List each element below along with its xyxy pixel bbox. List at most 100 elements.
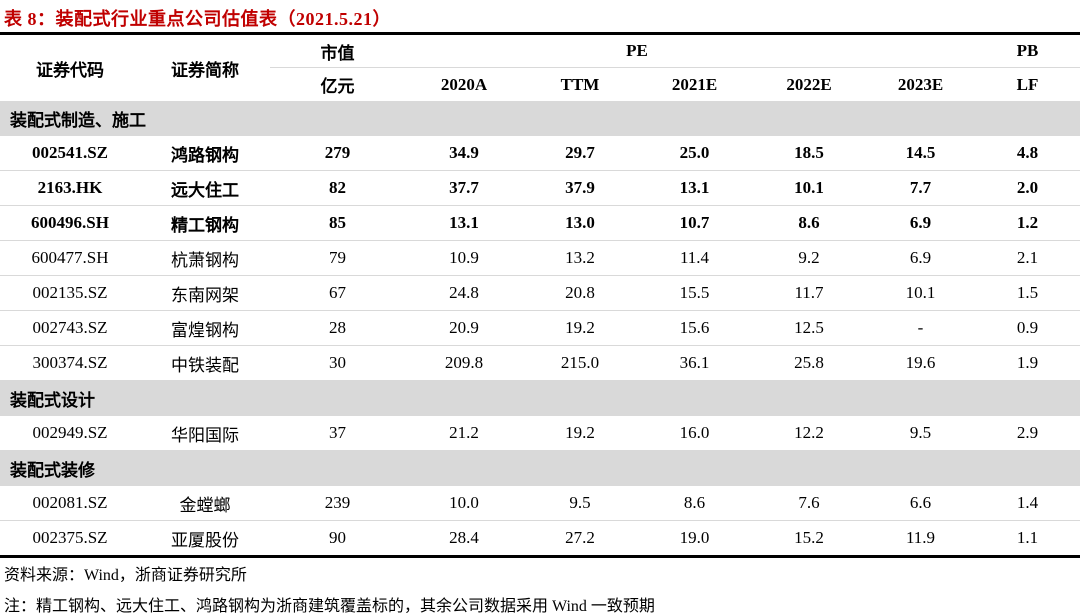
cell-value: 239: [270, 486, 405, 521]
cell-value: 15.2: [794, 528, 824, 547]
cell-value: 79: [270, 240, 405, 276]
cell-value: 12.2: [752, 416, 866, 451]
table-row: 2163.HK 远大住工 82 37.7 37.9 13.1 10.1 7.7 2.0: [0, 170, 1080, 206]
cell-value: 29.7: [523, 136, 637, 171]
cell-security-name: 精工钢构: [140, 205, 270, 241]
col-header-2023e: 2023E: [897, 74, 944, 94]
cell-value: 10.1: [752, 170, 866, 206]
section-header-row: 装配式装修: [0, 450, 1080, 486]
cell-value: 15.5: [637, 275, 752, 311]
cell-value: 12.5: [752, 310, 866, 346]
cell-value: 30: [270, 345, 405, 381]
cell-value: 37.9: [523, 170, 637, 206]
table-row: 002541.SZ 鸿路钢构 279 34.9 29.7 25.0 18.5 14.5 4.8: [0, 136, 1080, 171]
cell-value: 28: [270, 310, 405, 346]
cell-value: 7.7: [866, 170, 975, 206]
cell-value: 21.2: [405, 416, 523, 451]
cell-value: 25.0: [637, 136, 752, 171]
cell-security-name: 金螳螂: [140, 486, 270, 521]
col-header-lf: LF: [1016, 74, 1039, 94]
cell-value: 6.9: [866, 240, 975, 276]
cell-value: 34.9: [405, 136, 523, 171]
source-note: 资料来源：Wind，浙商证券研究所: [4, 567, 247, 584]
cell-value: 14.5: [866, 136, 975, 171]
cell-security-code: 002949.SZ: [0, 416, 140, 451]
cell-value: 36.1: [637, 345, 752, 381]
col-header-2021e: 2021E: [671, 74, 718, 94]
cell-value: -: [866, 310, 975, 346]
cell-value: 19.0: [679, 528, 710, 547]
cell-value: 6.9: [866, 205, 975, 241]
cell-security-name: 富煌钢构: [140, 310, 270, 346]
cell-value: 13.0: [523, 205, 637, 241]
col-group-pe: PE: [405, 33, 975, 68]
col-group-pb: PB: [975, 33, 1080, 68]
cell-value: 2.0: [975, 170, 1080, 206]
cell-value: 10.0: [405, 486, 523, 521]
table-header: 证券代码 证券简称 市值 PE PB 亿元 2020A TTM 2021E 20…: [0, 33, 1080, 102]
cell-value: 1.9: [975, 345, 1080, 381]
cell-value: 20.8: [523, 275, 637, 311]
cell-security-code: 600477.SH: [0, 240, 140, 276]
cell-value: 2.1: [975, 240, 1080, 276]
cell-value: 19.2: [523, 310, 637, 346]
col-header-ttm: TTM: [560, 74, 600, 94]
section-header-row: 装配式设计: [0, 380, 1080, 416]
cell-value: 4.8: [975, 136, 1080, 171]
cell-value: 11.7: [752, 275, 866, 311]
cell-value: 9.2: [752, 240, 866, 276]
header-row-groups: 证券代码 证券简称 市值 PE PB: [0, 33, 1080, 80]
cell-value: 37: [270, 416, 405, 451]
cell-security-name: 远大住工: [140, 170, 270, 206]
cell-security-name: 杭萧钢构: [140, 240, 270, 276]
table-row: 002081.SZ 金螳螂 239 10.0 9.5 8.6 7.6 6.6 1.4: [0, 486, 1080, 521]
cell-value: 37.7: [405, 170, 523, 206]
cell-value: 10.7: [637, 205, 752, 241]
cell-value: 27.2: [565, 528, 595, 547]
cell-value: 90: [329, 528, 346, 547]
cell-value: 9.5: [866, 416, 975, 451]
col-header-2020a: 2020A: [440, 74, 488, 94]
section-label: 装配式装修: [0, 450, 1080, 486]
cell-value: 24.8: [405, 275, 523, 311]
cell-value: 8.6: [752, 205, 866, 241]
section-label: 装配式制造、施工: [0, 101, 1080, 136]
cell-value: 215.0: [523, 345, 637, 381]
table-footer: 资料来源：Wind，浙商证券研究所 注：精工钢构、远大住工、鸿路钢构为浙商建筑覆…: [0, 558, 1080, 615]
cell-value: 209.8: [405, 345, 523, 381]
col-header-unit: 亿元: [320, 77, 355, 96]
cell-security-name: 东南网架: [140, 275, 270, 311]
coverage-note: 注：精工钢构、远大住工、鸿路钢构为浙商建筑覆盖标的，其余公司数据采用 Wind …: [4, 598, 655, 615]
col-header-security-name: 证券简称: [171, 60, 239, 80]
col-header-market-cap: 市值: [270, 33, 405, 68]
cell-value: 28.4: [449, 528, 479, 547]
cell-value: 67: [270, 275, 405, 311]
cell-value: 279: [270, 136, 405, 171]
cell-security-name: 亚厦股份: [171, 530, 239, 550]
col-header-2022e: 2022E: [786, 74, 832, 94]
table-row: 002949.SZ 华阳国际 37 21.2 19.2 16.0 12.2 9.5 2.9: [0, 416, 1080, 451]
col-header-security-code: 证券代码: [36, 60, 104, 80]
cell-security-code: 002541.SZ: [0, 136, 140, 171]
cell-value: 85: [270, 205, 405, 241]
cell-security-code: 002375.SZ: [32, 528, 108, 547]
table-row: 002375.SZ 亚厦股份 90 28.4 27.2 19.0 15.2 11.9 1.1: [0, 521, 1080, 557]
cell-security-code: 002743.SZ: [0, 310, 140, 346]
header-row-subcolumns: 亿元 2020A TTM 2021E 2022E 2023E LF: [0, 68, 1080, 102]
cell-value: 82: [270, 170, 405, 206]
cell-value: 13.2: [523, 240, 637, 276]
table-row: 600477.SH 杭萧钢构 79 10.9 13.2 11.4 9.2 6.9 2.1: [0, 240, 1080, 276]
cell-security-code: 2163.HK: [0, 170, 140, 206]
cell-value: 20.9: [405, 310, 523, 346]
cell-security-name: 中铁装配: [140, 345, 270, 381]
cell-value: 19.2: [523, 416, 637, 451]
cell-value: 6.6: [866, 486, 975, 521]
cell-value: 19.6: [866, 345, 975, 381]
cell-value: 9.5: [523, 486, 637, 521]
cell-value: 0.9: [975, 310, 1080, 346]
cell-value: 18.5: [752, 136, 866, 171]
cell-security-code: 002135.SZ: [0, 275, 140, 311]
cell-security-name: 华阳国际: [140, 416, 270, 451]
cell-value: 15.6: [637, 310, 752, 346]
